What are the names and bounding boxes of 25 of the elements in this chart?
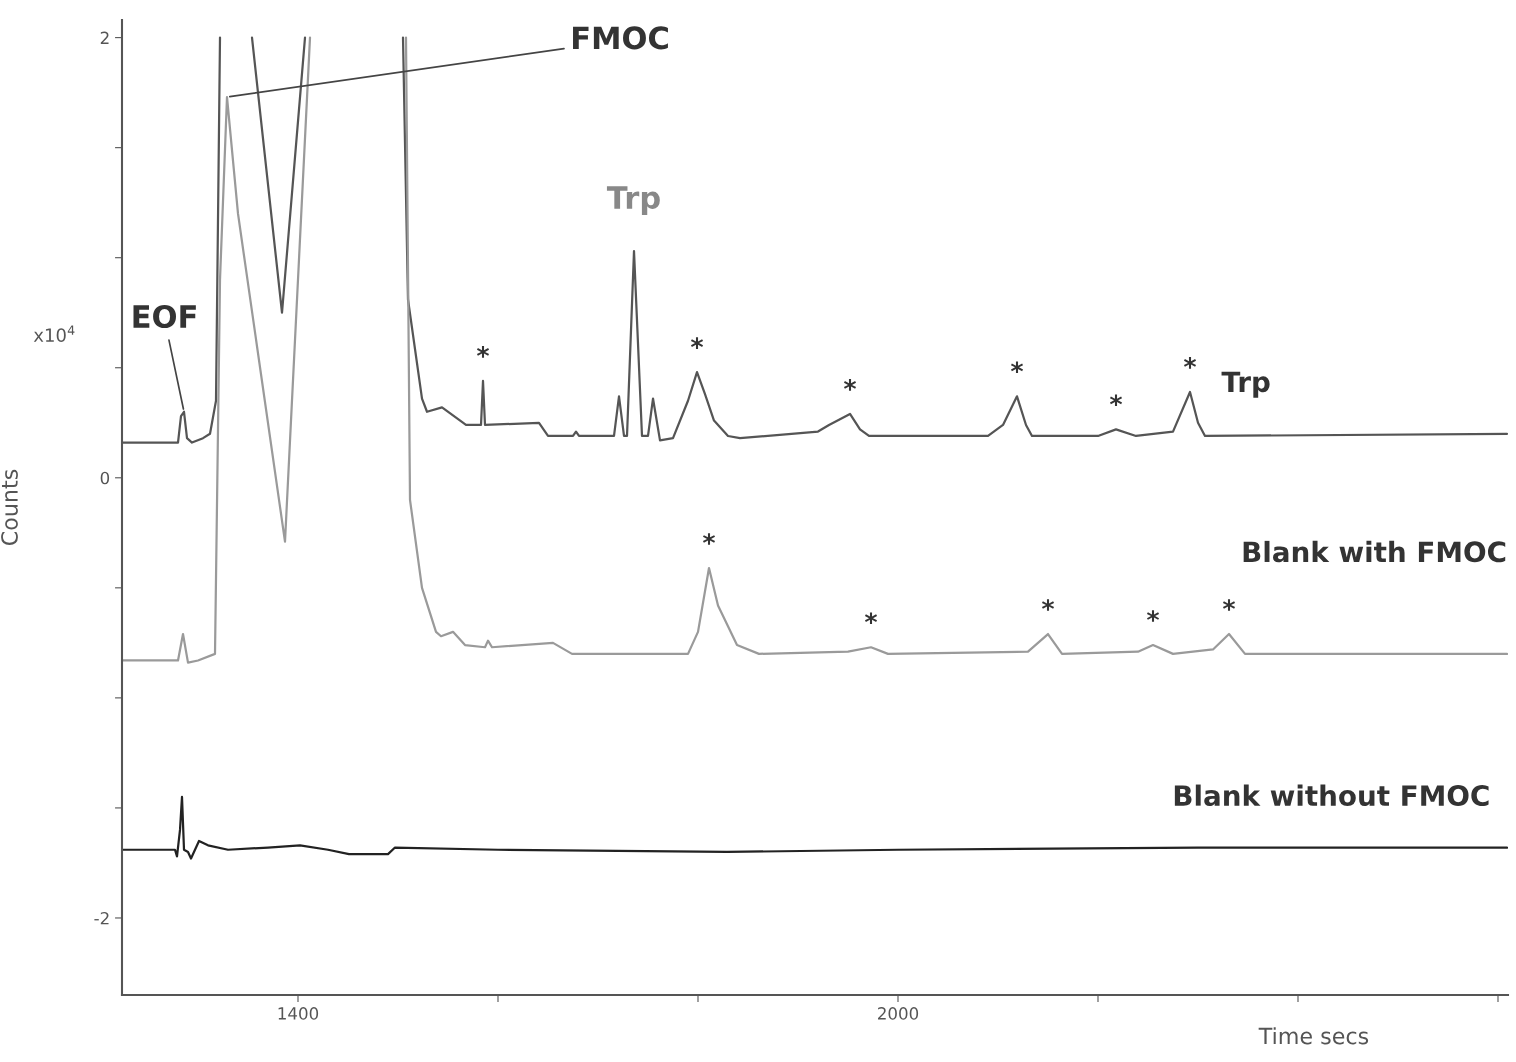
annotation: * — [690, 337, 704, 349]
annotation: * — [1109, 394, 1123, 407]
text: x10$^{4}$ — [33, 325, 75, 342]
annotation: * — [1183, 357, 1197, 369]
x-tick-label: 1400 — [278, 1007, 319, 1020]
text: Blank with FMOC — [1243, 540, 1506, 563]
y-axis-title: Counts — [1, 469, 18, 546]
annotation: * — [1041, 599, 1055, 611]
series-label: Blank without FMOC — [1174, 784, 1489, 807]
annotation: FMOC — [573, 26, 668, 50]
annotation: * — [843, 379, 857, 391]
y-tick-label: 0 — [100, 471, 110, 485]
y-tick-label: -2 — [94, 911, 109, 925]
annotation: * — [1222, 599, 1236, 611]
series-label: Trp — [1221, 371, 1270, 398]
annotation: EOF — [133, 304, 196, 329]
y-tick-label: 2 — [100, 31, 109, 44]
annotation: * — [702, 533, 716, 545]
annotation: * — [476, 346, 490, 358]
x-tick-label: 2000 — [878, 1007, 919, 1020]
annotation: * — [1146, 610, 1160, 622]
x-axis-title: Time secs — [1258, 1027, 1369, 1045]
annotation: * — [1010, 361, 1024, 374]
annotation: * — [864, 612, 878, 624]
annotation: Trp — [606, 186, 660, 215]
